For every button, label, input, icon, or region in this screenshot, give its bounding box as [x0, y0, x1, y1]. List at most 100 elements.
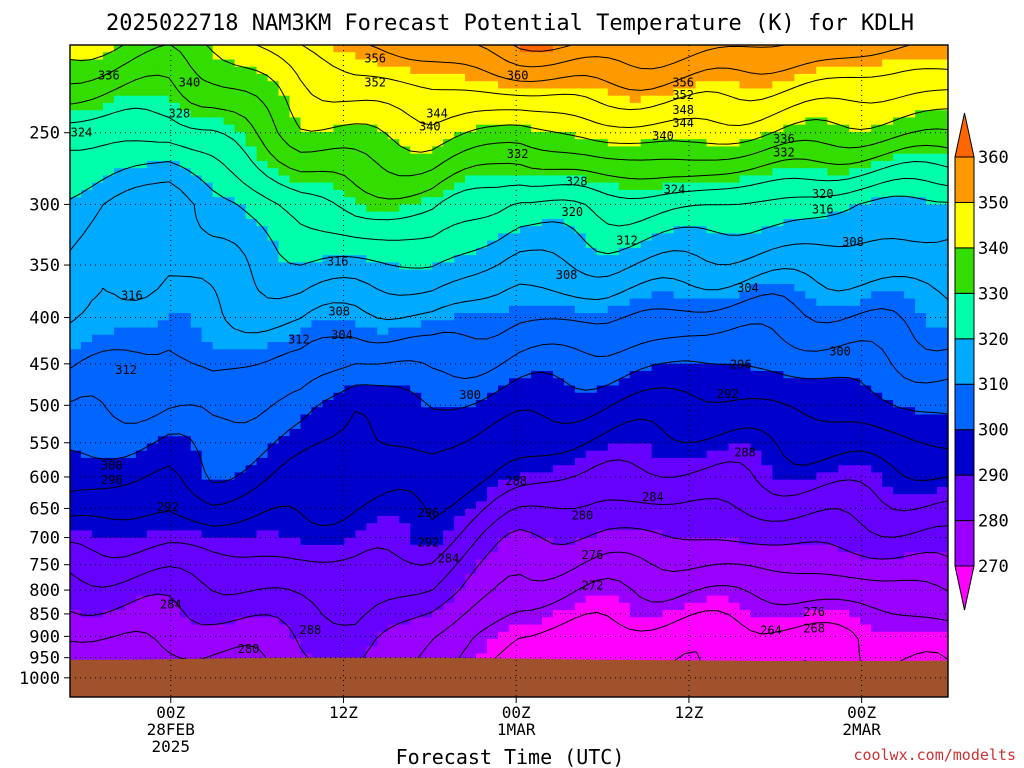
fill-cell	[366, 153, 378, 162]
fill-cell	[322, 146, 334, 155]
fill-cell	[113, 73, 126, 82]
fill-cell	[124, 486, 137, 495]
fill-cell	[421, 73, 433, 82]
fill-cell	[717, 226, 730, 234]
fill-cell	[717, 240, 730, 249]
fill-cell	[772, 168, 784, 176]
fill-cell	[421, 59, 433, 68]
fill-cell	[684, 124, 697, 133]
fill-cell	[168, 189, 181, 198]
fill-cell	[113, 378, 126, 387]
fill-cell	[135, 139, 148, 148]
fill-cell	[333, 486, 345, 495]
fill-cell	[860, 421, 872, 430]
fill-cell	[465, 160, 477, 169]
fill-cell	[212, 88, 225, 97]
fill-cell	[607, 472, 620, 481]
fill-cell	[750, 168, 763, 176]
fill-cell	[476, 73, 488, 82]
fill-cell	[926, 349, 938, 358]
fill-cell	[91, 45, 104, 53]
fill-cell	[904, 175, 916, 184]
fill-cell	[179, 494, 192, 502]
fill-cell	[651, 81, 664, 90]
fill-cell	[487, 226, 499, 234]
fill-cell	[146, 457, 159, 466]
fill-cell	[355, 160, 367, 169]
fill-cell	[849, 146, 861, 155]
fill-cell	[344, 247, 356, 256]
fill-cell	[695, 327, 708, 336]
fill-cell	[355, 291, 367, 300]
fill-cell	[421, 320, 433, 329]
fill-cell	[190, 291, 203, 300]
fill-cell	[827, 45, 839, 53]
fill-cell	[245, 313, 258, 321]
fill-cell	[761, 385, 773, 394]
fill-cell	[201, 465, 214, 474]
fill-cell	[541, 327, 554, 336]
fill-cell	[322, 218, 334, 227]
fill-cell	[388, 269, 400, 278]
fill-cell	[124, 414, 137, 423]
fill-cell	[915, 262, 927, 271]
fill-cell	[465, 320, 477, 329]
fill-cell	[432, 52, 444, 61]
fill-cell	[70, 73, 82, 82]
fill-cell	[421, 378, 433, 387]
fill-cell	[651, 349, 664, 358]
fill-cell	[168, 204, 181, 213]
fill-cell	[399, 327, 411, 336]
fill-cell	[146, 146, 159, 155]
fill-cell	[750, 378, 763, 387]
fill-cell	[937, 313, 948, 321]
fill-cell	[783, 66, 795, 75]
fill-cell	[157, 153, 170, 162]
fill-cell	[168, 327, 181, 336]
fill-cell	[607, 255, 620, 263]
fill-cell	[937, 73, 948, 82]
fill-cell	[838, 269, 850, 278]
fill-cell	[695, 472, 708, 481]
fill-cell	[91, 110, 104, 119]
fill-cell	[739, 327, 752, 336]
fill-cell	[465, 414, 477, 423]
fill-cell	[673, 269, 686, 278]
fill-cell	[629, 45, 642, 53]
fill-cell	[102, 356, 115, 365]
fill-cell	[706, 175, 719, 184]
fill-cell	[135, 298, 148, 307]
fill-cell	[300, 124, 313, 133]
fill-cell	[344, 363, 356, 372]
fill-cell	[596, 399, 609, 408]
fill-cell	[596, 349, 609, 358]
fill-cell	[739, 139, 752, 148]
fill-cell	[212, 95, 225, 104]
fill-cell	[91, 211, 104, 220]
fill-cell	[673, 197, 686, 205]
fill-cell	[563, 233, 576, 242]
fill-cell	[519, 298, 532, 307]
fill-cell	[838, 211, 850, 220]
fill-cell	[882, 139, 894, 148]
fill-cell	[684, 371, 697, 379]
fill-cell	[366, 124, 378, 133]
fill-cell	[750, 211, 763, 220]
fill-cell	[596, 479, 609, 488]
fill-cell	[552, 269, 565, 278]
fill-cell	[465, 175, 477, 184]
fill-cell	[212, 378, 225, 387]
fill-cell	[651, 88, 664, 97]
fill-cell	[684, 95, 697, 104]
fill-cell	[717, 378, 730, 387]
fill-cell	[629, 276, 642, 285]
fill-cell	[212, 269, 225, 278]
fill-cell	[761, 88, 773, 97]
fill-cell	[355, 226, 367, 234]
fill-cell	[223, 298, 236, 307]
fill-cell	[432, 443, 444, 452]
fill-cell	[322, 182, 334, 191]
fill-cell	[596, 168, 609, 176]
fill-cell	[937, 218, 948, 227]
fill-cell	[904, 146, 916, 155]
